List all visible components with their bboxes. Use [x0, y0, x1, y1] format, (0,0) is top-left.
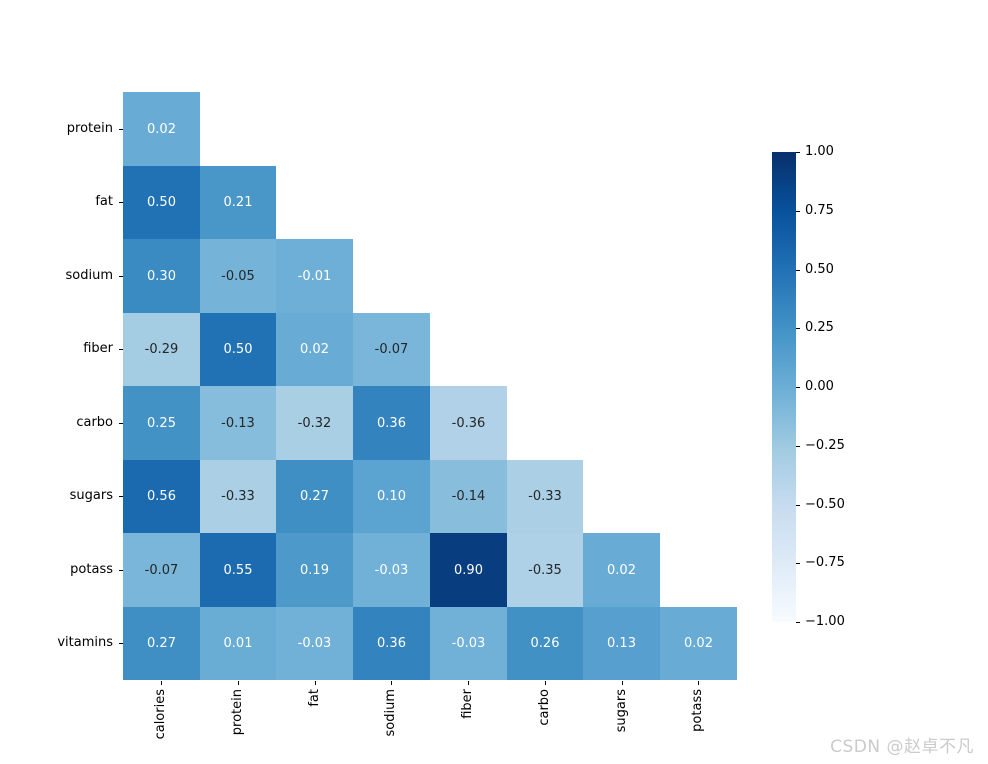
y-tick-mark [118, 570, 123, 571]
heatmap-cell: 0.13 [583, 607, 660, 680]
x-tick-label: sugars [614, 689, 629, 733]
heatmap-cell: 0.02 [276, 313, 353, 386]
heatmap-cell: 0.02 [660, 607, 737, 680]
heatmap-cell: 0.50 [200, 313, 276, 386]
heatmap-cell: -0.03 [353, 533, 430, 607]
heatmap-cell: 0.50 [123, 166, 200, 239]
heatmap-cell: -0.03 [276, 607, 353, 680]
heatmap-cell: -0.13 [200, 386, 276, 460]
heatmap-cell: 0.27 [123, 607, 200, 680]
x-tick-mark [391, 680, 392, 685]
heatmap-cell: -0.36 [430, 386, 507, 460]
y-tick-label: sodium [65, 268, 114, 283]
colorbar-tick-mark [796, 563, 800, 564]
colorbar-tick-mark [796, 622, 800, 623]
y-tick-mark [118, 349, 123, 350]
heatmap-cell: -0.32 [276, 386, 353, 460]
x-tick-mark [315, 680, 316, 685]
heatmap-cell: -0.01 [276, 239, 353, 313]
colorbar-tick-mark [796, 270, 800, 271]
y-tick-label: potass [70, 562, 113, 577]
colorbar-tick-label: −0.25 [805, 438, 845, 453]
heatmap-cell: 0.02 [123, 92, 200, 166]
heatmap-cell: 0.56 [123, 460, 200, 533]
y-tick-label: fat [95, 194, 113, 209]
y-tick-label: vitamins [57, 635, 113, 650]
y-tick-label: protein [66, 121, 113, 136]
heatmap-cell: 0.30 [123, 239, 200, 313]
colorbar-tick-label: −1.00 [805, 614, 845, 629]
x-tick-mark [545, 680, 546, 685]
x-tick-label: protein [230, 689, 245, 736]
y-tick-label: sugars [69, 488, 113, 503]
colorbar-tick-mark [796, 505, 800, 506]
heatmap-cell: -0.35 [507, 533, 583, 607]
x-tick-label: sodium [383, 689, 398, 737]
heatmap-cell: -0.07 [353, 313, 430, 386]
colorbar-tick-label: −0.50 [805, 497, 845, 512]
y-tick-mark [118, 129, 123, 130]
heatmap-cell: 0.19 [276, 533, 353, 607]
x-tick-label: carbo [537, 689, 552, 726]
y-tick-mark [118, 276, 123, 277]
heatmap-cell: -0.07 [123, 533, 200, 607]
x-tick-mark [238, 680, 239, 685]
heatmap-cell: 0.02 [583, 533, 660, 607]
colorbar-tick-label: 0.25 [805, 320, 834, 335]
x-tick-mark [161, 680, 162, 685]
y-tick-label: fiber [83, 341, 113, 356]
y-tick-mark [118, 643, 123, 644]
x-tick-mark [698, 680, 699, 685]
colorbar-tick-label: 0.00 [805, 379, 834, 394]
x-tick-label: calories [153, 689, 168, 740]
heatmap-cell: -0.29 [123, 313, 200, 386]
heatmap-cell: 0.21 [200, 166, 276, 239]
heatmap-cell: 0.90 [430, 533, 507, 607]
heatmap-cell: 0.26 [507, 607, 583, 680]
heatmap-cell: -0.05 [200, 239, 276, 313]
y-tick-mark [118, 496, 123, 497]
heatmap-cell: -0.14 [430, 460, 507, 533]
colorbar-tick-mark [796, 446, 800, 447]
heatmap-cell: 0.01 [200, 607, 276, 680]
heatmap-cell: -0.33 [507, 460, 583, 533]
colorbar-tick-mark [796, 328, 800, 329]
heatmap-cell: -0.03 [430, 607, 507, 680]
colorbar-tick-label: 1.00 [805, 144, 834, 159]
colorbar-tick-mark [796, 211, 800, 212]
heatmap-cell: 0.25 [123, 386, 200, 460]
heatmap-cell: 0.55 [200, 533, 276, 607]
watermark: CSDN @赵卓不凡 [830, 737, 974, 757]
colorbar-tick-label: −0.75 [805, 555, 845, 570]
colorbar-tick-label: 0.50 [805, 262, 834, 277]
colorbar-tick-label: 0.75 [805, 203, 834, 218]
x-tick-label: fat [307, 689, 322, 707]
y-tick-label: carbo [76, 415, 113, 430]
x-tick-mark [622, 680, 623, 685]
x-tick-label: potass [690, 689, 705, 732]
x-tick-label: fiber [460, 689, 475, 719]
y-tick-mark [118, 202, 123, 203]
heatmap-cell: 0.36 [353, 607, 430, 680]
heatmap-cell: 0.27 [276, 460, 353, 533]
x-tick-mark [468, 680, 469, 685]
heatmap-cell: -0.33 [200, 460, 276, 533]
colorbar-gradient [772, 152, 796, 622]
y-tick-mark [118, 423, 123, 424]
heatmap-cell: 0.36 [353, 386, 430, 460]
heatmap-cell: 0.10 [353, 460, 430, 533]
colorbar-tick-mark [796, 387, 800, 388]
colorbar-tick-mark [796, 152, 800, 153]
